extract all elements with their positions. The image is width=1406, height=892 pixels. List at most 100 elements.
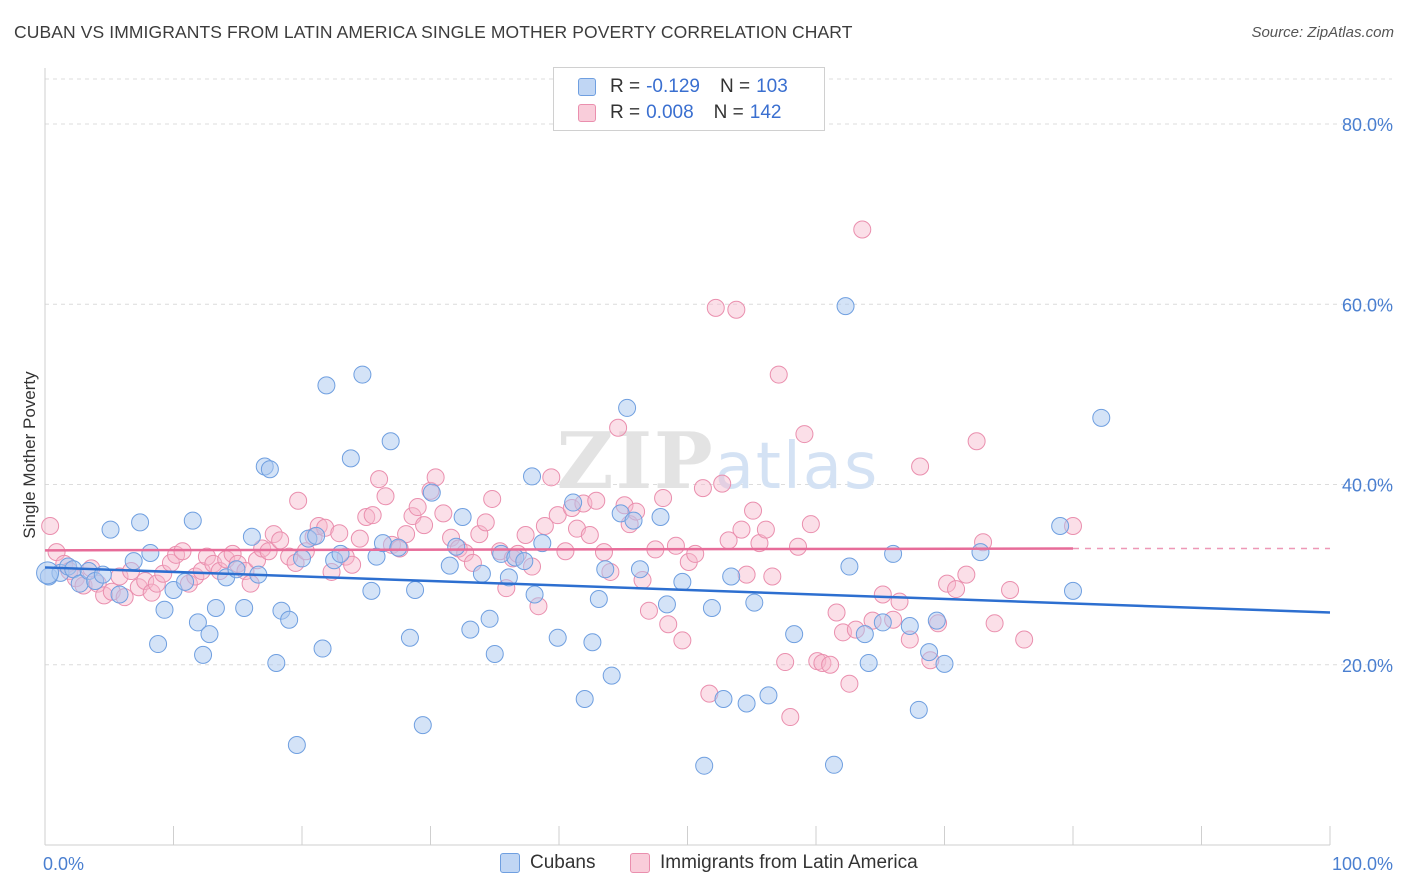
immigrants-point (706, 298, 725, 317)
y-tick-label: 20.0% (1342, 656, 1393, 676)
cubans-point (400, 628, 419, 647)
immigrants-point (654, 489, 673, 508)
legend-n-label: N = (719, 76, 751, 97)
cubans-point (36, 561, 60, 585)
cubans-point (759, 686, 778, 705)
x-tick-label: 100.0% (1332, 854, 1393, 874)
cubans-point (280, 610, 299, 629)
cubans-point (362, 581, 381, 600)
immigrants-point (911, 457, 930, 476)
immigrants-point (197, 547, 216, 566)
immigrants-point (666, 536, 685, 555)
cubans-point (453, 507, 472, 526)
y-tick-label: 60.0% (1342, 295, 1393, 315)
cubans-point (389, 538, 408, 557)
immigrants-point (41, 516, 60, 535)
cubans-point (149, 635, 168, 654)
cubans-point (353, 365, 372, 384)
cubans-point (836, 297, 855, 316)
cubans-point (927, 611, 946, 630)
cubans-point (235, 598, 254, 617)
cubans-point (737, 694, 756, 713)
cubans-point (651, 507, 670, 526)
immigrants-point (737, 565, 756, 584)
bottom-legend-swatch-cubans (500, 853, 520, 873)
watermark-zip: ZIP (557, 416, 715, 507)
immigrants-point (639, 601, 658, 620)
cubans-point (307, 526, 326, 545)
cubans-point (313, 639, 332, 658)
cubans-point (485, 644, 504, 663)
immigrants-point (957, 565, 976, 584)
legend-r-value: -0.129 (646, 76, 700, 97)
legend-n-label: N = (713, 102, 744, 123)
immigrants-point (363, 506, 382, 525)
immigrants-point (776, 653, 795, 672)
immigrants-point (350, 529, 369, 548)
cubans-point (413, 716, 432, 735)
immigrants-point (801, 515, 820, 534)
cubans-point (110, 585, 129, 604)
cubans-point (618, 398, 637, 417)
cubans-point (523, 467, 542, 486)
cubans-point (183, 511, 202, 530)
source-label: Source: ZipAtlas.com (1251, 24, 1394, 41)
tick-labels: 20.0% 40.0% 60.0% 80.0% 0.0% 100.0% (43, 115, 1393, 874)
cubans-point (406, 580, 425, 599)
cubans-point (909, 700, 928, 719)
cubans-point (480, 609, 499, 628)
y-axis-label: Single Mother Poverty (20, 371, 39, 539)
cubans-point (440, 556, 459, 575)
cubans-point (341, 449, 360, 468)
cubans-point (533, 534, 552, 553)
cubans-point (575, 690, 594, 709)
immigrants-point (967, 432, 986, 451)
cubans-point (525, 585, 544, 604)
watermark: ZIPatlas (557, 416, 880, 507)
bottom-legend-cubans: Cubans (500, 852, 596, 874)
immigrants-point (580, 525, 599, 544)
immigrants-point (727, 300, 746, 319)
cubans-point (714, 690, 733, 709)
cubans-point (745, 593, 764, 612)
legend-r-label: R = (610, 102, 641, 123)
cubans-point (602, 666, 621, 685)
cubans-point (141, 544, 160, 563)
cubans-trendline (44, 566, 1331, 614)
immigrants-point (769, 365, 788, 384)
legend-n-value: 103 (756, 76, 788, 97)
immigrants-point (938, 574, 957, 593)
cubans-point (447, 537, 466, 556)
immigrants-point (594, 543, 613, 562)
cubans-point (293, 549, 311, 568)
immigrants-point (763, 567, 782, 586)
cubans-point (1092, 408, 1111, 427)
immigrants-point (343, 555, 362, 574)
cubans-point (630, 560, 649, 579)
legend-swatch-cubans (578, 78, 596, 96)
immigrants-point (330, 524, 349, 543)
cubans-point (564, 493, 583, 512)
bottom-legend-label-cubans: Cubans (530, 852, 596, 873)
cubans-point (194, 645, 213, 664)
cubans-point (317, 376, 336, 395)
cubans-point (515, 552, 534, 571)
legend-n-value: 142 (749, 102, 782, 123)
cubans-point (596, 560, 615, 579)
cubans-point (1051, 516, 1070, 535)
immigrants-point (376, 487, 395, 506)
legend-row-immigrants: R = 0.008 N = 142 (578, 100, 781, 126)
cubans-point (131, 513, 150, 532)
cubans-point (971, 543, 990, 562)
legend-r-value: 0.008 (646, 102, 694, 123)
cubans-point (935, 654, 954, 673)
immigrants-point (516, 525, 535, 544)
immigrants-point (840, 674, 859, 693)
cubans-point (624, 511, 643, 530)
cubans-point (785, 625, 804, 644)
cubans-point (695, 756, 714, 775)
cubans-point (472, 564, 491, 583)
immigrants-point (795, 425, 814, 444)
immigrants-point (147, 574, 166, 593)
